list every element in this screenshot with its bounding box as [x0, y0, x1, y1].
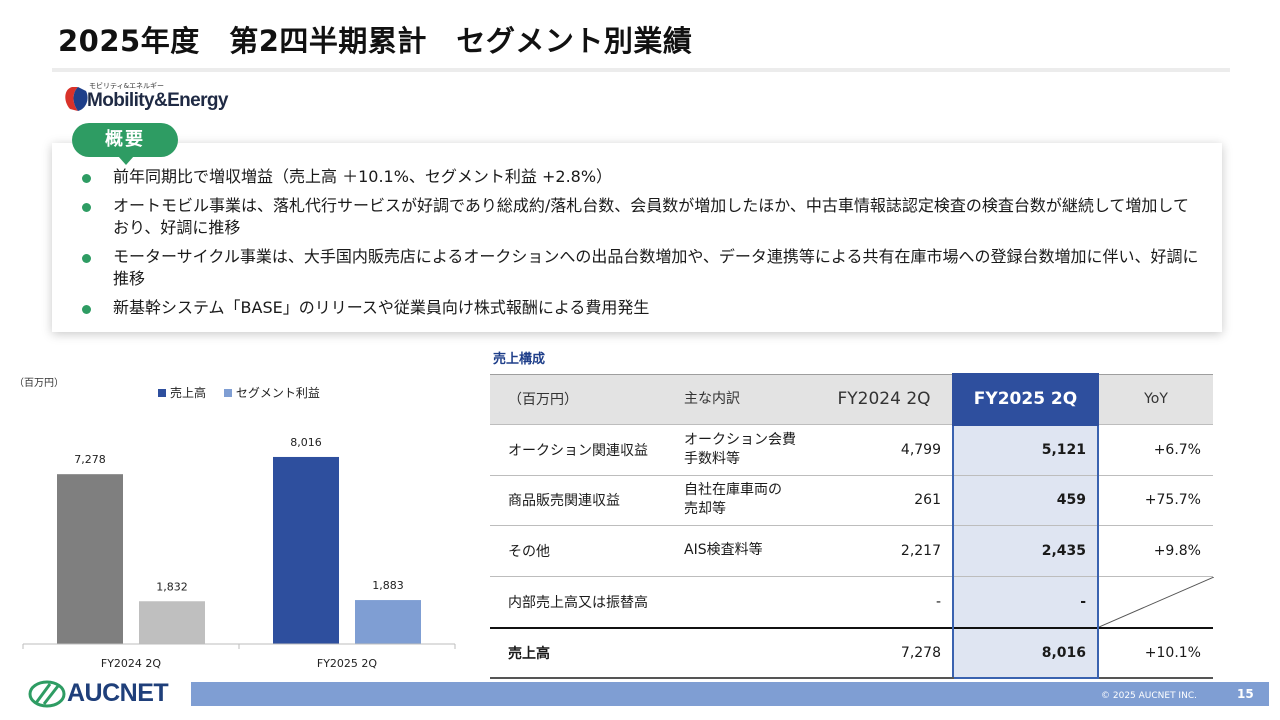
row-fy2024-value: 2,217 — [816, 525, 953, 577]
mobility-energy-logo-mark-icon — [65, 87, 88, 111]
header-description: 主な内訳 — [682, 373, 816, 425]
summary-bullet-text: モーターサイクル事業は、大手国内販売店によるオークションへの出品台数増加や、デー… — [113, 247, 1199, 288]
row-description: AIS検査料等 — [682, 525, 816, 577]
bar-profit-fy2025 — [355, 600, 421, 644]
legend-swatch-profit — [223, 389, 232, 397]
mobility-energy-logo: モビリティ&エネルギー Mobility&Energy — [62, 81, 252, 117]
row-fy2025-value: 2,435 — [952, 525, 1099, 577]
summary-bullet: 前年同期比で増収増益（売上高 ＋10.1%、セグメント利益 +2.8%） — [80, 166, 1200, 188]
table-header-row: （百万円） 主な内訳 FY2024 2Q FY2025 2Q YoY — [490, 373, 1213, 426]
title-divider — [52, 68, 1230, 72]
legend-label-profit: セグメント利益 — [235, 386, 320, 400]
page-title: 2025年度 第2四半期累計 セグメント別業績 — [58, 24, 693, 58]
header-fy2024: FY2024 2Q — [816, 373, 953, 425]
table-total-row: 売上高 7,278 8,016 +10.1% — [490, 626, 1213, 679]
sales-composition-table: （百万円） 主な内訳 FY2024 2Q FY2025 2Q YoY オークショ… — [490, 373, 1214, 679]
row-fy2024-value: 4,799 — [816, 424, 953, 476]
summary-bullet: オートモビル事業は、落札代行サービスが好調であり総成約/落札台数、会員数が増加し… — [80, 195, 1200, 239]
total-fy2024-value: 7,278 — [816, 626, 953, 679]
summary-label: 概要 — [72, 123, 178, 157]
sales-composition-title: 売上構成 — [493, 352, 546, 367]
legend-item-sales: 売上高 — [158, 384, 206, 401]
aucnet-logo-text: AUCNET — [67, 679, 169, 707]
x-tick-label: FY2025 2Q — [317, 657, 378, 670]
row-description — [682, 576, 816, 628]
x-tick-label: FY2024 2Q — [101, 657, 162, 670]
legend-swatch-sales — [158, 389, 166, 397]
row-item: 商品販売関連収益 — [490, 475, 682, 526]
footer-bar — [191, 682, 1269, 706]
row-item: 内部売上高又は振替高 — [490, 576, 682, 628]
row-fy2025-value: 5,121 — [952, 424, 1099, 476]
bar-data-label: 1,883 — [372, 579, 404, 592]
bullet-dot-icon — [82, 203, 91, 212]
table-row: 商品販売関連収益 自社在庫車両の 売却等 261 459 +75.7% — [490, 475, 1213, 526]
header-yoy: YoY — [1098, 373, 1213, 425]
row-description: オークション会費 手数料等 — [682, 424, 816, 476]
aucnet-logo-mark-icon — [28, 680, 66, 708]
row-yoy-value: +75.7% — [1098, 475, 1213, 526]
summary-bullet-text: オートモビル事業は、落札代行サービスが好調であり総成約/落札台数、会員数が増加し… — [113, 196, 1189, 237]
summary-bullet-text: 前年同期比で増収増益（売上高 ＋10.1%、セグメント利益 +2.8%） — [113, 167, 613, 186]
total-fy2025-value: 8,016 — [952, 626, 1099, 679]
bar-sales-fy2025 — [273, 456, 339, 644]
summary-bullet-list: 前年同期比で増収増益（売上高 ＋10.1%、セグメント利益 +2.8%） オート… — [80, 166, 1200, 326]
row-description: 自社在庫車両の 売却等 — [682, 475, 816, 526]
total-item: 売上高 — [490, 626, 682, 679]
row-fy2025-value: - — [952, 576, 1099, 628]
row-fy2024-value: - — [816, 576, 953, 628]
bullet-dot-icon — [82, 254, 91, 263]
legend-item-profit: セグメント利益 — [223, 384, 320, 401]
bullet-dot-icon — [82, 305, 91, 314]
chart-legend: 売上高 セグメント利益 — [158, 384, 334, 401]
bar-data-label: 8,016 — [290, 436, 322, 449]
header-fy2025: FY2025 2Q — [952, 373, 1099, 426]
summary-bullet: 新基幹システム「BASE」のリリースや従業員向け株式報酬による費用発生 — [80, 297, 1200, 319]
footer-copyright: © 2025 AUCNET INC. — [1101, 691, 1197, 701]
row-item: その他 — [490, 525, 682, 577]
row-fy2024-value: 261 — [816, 475, 953, 526]
table-row: 内部売上高又は振替高 - - — [490, 576, 1214, 628]
legend-label-sales: 売上高 — [170, 386, 207, 400]
summary-bullet-text: 新基幹システム「BASE」のリリースや従業員向け株式報酬による費用発生 — [113, 298, 650, 317]
table-row: その他 AIS検査料等 2,217 2,435 +9.8% — [490, 525, 1213, 577]
aucnet-logo: AUCNET — [28, 677, 188, 711]
row-yoy-value: +6.7% — [1098, 424, 1213, 476]
row-fy2025-value: 459 — [952, 475, 1099, 526]
header-item: （百万円） — [490, 373, 682, 425]
summary-bullet: モーターサイクル事業は、大手国内販売店によるオークションへの出品台数増加や、デー… — [80, 246, 1200, 290]
table-row: オークション関連収益 オークション会費 手数料等 4,799 5,121 +6.… — [490, 424, 1213, 476]
segment-bar-chart: 7,278 1,832 FY2024 2Q 8,016 1,883 FY2025 2Q — [22, 436, 456, 670]
total-yoy-value: +10.1% — [1098, 626, 1213, 679]
bar-data-label: 7,278 — [74, 453, 106, 466]
total-description — [682, 626, 816, 679]
bar-data-label: 1,832 — [156, 580, 188, 593]
summary-card — [52, 143, 1222, 332]
bar-profit-fy2024 — [139, 601, 205, 644]
summary-label-pointer — [118, 156, 134, 165]
chart-unit-label: （百万円） — [14, 378, 64, 389]
diagonal-slash-icon — [1099, 576, 1214, 627]
row-yoy-value: +9.8% — [1098, 525, 1213, 577]
mobility-energy-logo-text: Mobility&Energy — [87, 90, 229, 111]
page-number: 15 — [1237, 687, 1254, 701]
mobility-energy-logo-small-text: モビリティ&エネルギー — [89, 82, 165, 90]
bullet-dot-icon — [82, 174, 91, 183]
row-item: オークション関連収益 — [490, 424, 682, 476]
row-yoy-empty-cell — [1098, 576, 1214, 628]
bar-sales-fy2024 — [57, 474, 123, 644]
